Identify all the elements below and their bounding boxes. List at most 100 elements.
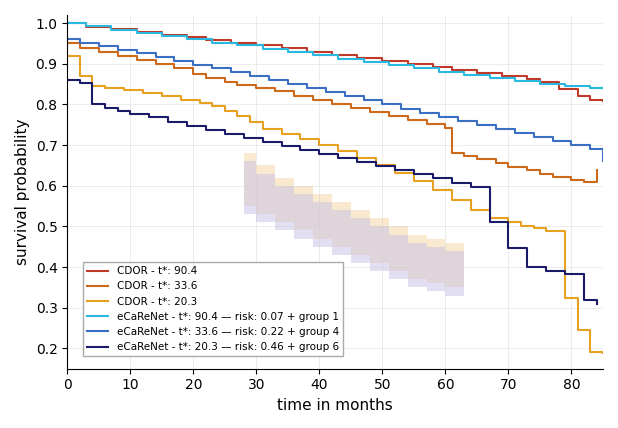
eCaReNet - t*: 33.6 — risk: 0.22 + group 4: (80, 0.7): 33.6 — risk: 0.22 + group 4: (80, 0.7): [568, 143, 575, 148]
CDOR - t*: 90.4: (69, 0.87): 90.4: (69, 0.87): [499, 74, 506, 79]
CDOR - t*: 20.3: (43, 0.685): 20.3: (43, 0.685): [334, 149, 342, 154]
CDOR - t*: 33.6: (73, 0.638): 33.6: (73, 0.638): [523, 168, 531, 173]
eCaReNet - t*: 20.3 — risk: 0.46 + group 6: (79, 0.382): 20.3 — risk: 0.46 + group 6: (79, 0.382): [562, 272, 569, 277]
CDOR - t*: 33.6: (48, 0.782): 33.6: (48, 0.782): [366, 109, 373, 114]
eCaReNet - t*: 90.4 — risk: 0.07 + group 1: (63, 0.873): 90.4 — risk: 0.07 + group 1: (63, 0.873): [460, 72, 468, 77]
CDOR - t*: 90.4: (46, 0.915): 90.4: (46, 0.915): [353, 55, 361, 60]
CDOR - t*: 20.3: (40, 0.7): 20.3: (40, 0.7): [316, 143, 323, 148]
CDOR - t*: 33.6: (33, 0.832): 33.6: (33, 0.832): [271, 89, 279, 94]
CDOR - t*: 90.4: (73, 0.862): 90.4: (73, 0.862): [523, 77, 531, 82]
CDOR - t*: 90.4: (30, 0.945): 90.4: (30, 0.945): [253, 43, 260, 48]
CDOR - t*: 90.4: (11, 0.978): 90.4: (11, 0.978): [133, 30, 140, 35]
CDOR - t*: 20.3: (0, 0.92): 20.3: (0, 0.92): [64, 53, 71, 58]
CDOR - t*: 20.3: (29, 0.758): 20.3: (29, 0.758): [247, 119, 254, 124]
eCaReNet - t*: 33.6 — risk: 0.22 + group 4: (32, 0.86): 33.6 — risk: 0.22 + group 4: (32, 0.86): [265, 77, 273, 83]
CDOR - t*: 33.6: (42, 0.802): 33.6: (42, 0.802): [328, 101, 336, 106]
CDOR - t*: 20.3: (85, 0.188): 20.3: (85, 0.188): [599, 351, 607, 356]
Line: eCaReNet - t*: 90.4 — risk: 0.07 + group 1: eCaReNet - t*: 90.4 — risk: 0.07 + group…: [67, 23, 603, 88]
CDOR - t*: 33.6: (57, 0.752): 33.6: (57, 0.752): [423, 122, 430, 127]
eCaReNet - t*: 90.4 — risk: 0.07 + group 1: (27, 0.945): 90.4 — risk: 0.07 + group 1: (27, 0.945): [234, 43, 241, 48]
eCaReNet - t*: 33.6 — risk: 0.22 + group 4: (47, 0.81): 33.6 — risk: 0.22 + group 4: (47, 0.81): [360, 98, 367, 103]
eCaReNet - t*: 20.3 — risk: 0.46 + group 6: (52, 0.638): 20.3 — risk: 0.46 + group 6: (52, 0.638): [391, 168, 399, 173]
CDOR - t*: 90.4: (3, 0.99): 90.4: (3, 0.99): [82, 25, 90, 30]
eCaReNet - t*: 20.3 — risk: 0.46 + group 6: (46, 0.658): 20.3 — risk: 0.46 + group 6: (46, 0.658): [353, 160, 361, 165]
CDOR - t*: 33.6: (75, 0.63): 33.6: (75, 0.63): [536, 171, 544, 176]
CDOR - t*: 20.3: (25, 0.785): 20.3: (25, 0.785): [221, 108, 229, 113]
CDOR - t*: 90.4: (50, 0.907): 90.4: (50, 0.907): [379, 58, 386, 63]
eCaReNet - t*: 90.4 — risk: 0.07 + group 1: (67, 0.865): 90.4 — risk: 0.07 + group 1: (67, 0.865): [486, 75, 493, 80]
eCaReNet - t*: 20.3 — risk: 0.46 + group 6: (19, 0.748): 20.3 — risk: 0.46 + group 6: (19, 0.748): [184, 123, 191, 128]
CDOR - t*: 20.3: (67, 0.52): 20.3: (67, 0.52): [486, 216, 493, 221]
CDOR - t*: 33.6: (27, 0.848): 33.6: (27, 0.848): [234, 82, 241, 87]
CDOR - t*: 20.3: (37, 0.715): 20.3: (37, 0.715): [297, 137, 304, 142]
eCaReNet - t*: 20.3 — risk: 0.46 + group 6: (13, 0.768): 20.3 — risk: 0.46 + group 6: (13, 0.768): [145, 115, 153, 120]
CDOR - t*: 90.4: (42, 0.922): 90.4: (42, 0.922): [328, 52, 336, 57]
Line: eCaReNet - t*: 20.3 — risk: 0.46 + group 6: eCaReNet - t*: 20.3 — risk: 0.46 + group…: [67, 80, 597, 304]
CDOR - t*: 33.6: (0, 0.95): 33.6: (0, 0.95): [64, 41, 71, 46]
eCaReNet - t*: 20.3 — risk: 0.46 + group 6: (40, 0.678): 20.3 — risk: 0.46 + group 6: (40, 0.678): [316, 152, 323, 157]
CDOR - t*: 20.3: (83, 0.19): 20.3: (83, 0.19): [586, 350, 594, 355]
CDOR - t*: 20.3: (70, 0.51): 20.3: (70, 0.51): [505, 220, 512, 225]
CDOR - t*: 90.4: (0, 1): 90.4: (0, 1): [64, 21, 71, 26]
Line: CDOR - t*: 20.3: CDOR - t*: 20.3: [67, 56, 603, 353]
eCaReNet - t*: 33.6 — risk: 0.22 + group 4: (74, 0.72): 33.6 — risk: 0.22 + group 4: (74, 0.72): [530, 134, 538, 140]
eCaReNet - t*: 33.6 — risk: 0.22 + group 4: (41, 0.83): 33.6 — risk: 0.22 + group 4: (41, 0.83): [322, 90, 329, 95]
CDOR - t*: 20.3: (21, 0.804): 20.3: (21, 0.804): [196, 100, 203, 105]
eCaReNet - t*: 20.3 — risk: 0.46 + group 6: (43, 0.668): 20.3 — risk: 0.46 + group 6: (43, 0.668): [334, 155, 342, 160]
eCaReNet - t*: 33.6 — risk: 0.22 + group 4: (85, 0.66): 33.6 — risk: 0.22 + group 4: (85, 0.66): [599, 159, 607, 164]
eCaReNet - t*: 90.4 — risk: 0.07 + group 1: (11, 0.976): 90.4 — risk: 0.07 + group 1: (11, 0.976): [133, 30, 140, 36]
eCaReNet - t*: 20.3 — risk: 0.46 + group 6: (84, 0.31): 20.3 — risk: 0.46 + group 6: (84, 0.31): [593, 301, 601, 306]
Legend: CDOR - t*: 90.4, CDOR - t*: 33.6, CDOR - t*: 20.3, eCaReNet - t*: 90.4 — risk: 0: CDOR - t*: 90.4, CDOR - t*: 33.6, CDOR -…: [83, 262, 343, 357]
eCaReNet - t*: 33.6 — risk: 0.22 + group 4: (23, 0.889): 33.6 — risk: 0.22 + group 4: (23, 0.889): [208, 65, 216, 71]
eCaReNet - t*: 33.6 — risk: 0.22 + group 4: (35, 0.85): 33.6 — risk: 0.22 + group 4: (35, 0.85): [284, 82, 292, 87]
eCaReNet - t*: 33.6 — risk: 0.22 + group 4: (56, 0.78): 33.6 — risk: 0.22 + group 4: (56, 0.78): [417, 110, 424, 115]
Line: CDOR - t*: 33.6: CDOR - t*: 33.6: [67, 44, 597, 182]
CDOR - t*: 33.6: (45, 0.792): 33.6: (45, 0.792): [347, 105, 355, 110]
CDOR - t*: 20.3: (23, 0.796): 20.3: (23, 0.796): [208, 104, 216, 109]
CDOR - t*: 90.4: (75, 0.855): 90.4: (75, 0.855): [536, 80, 544, 85]
CDOR - t*: 20.3: (76, 0.488): 20.3: (76, 0.488): [543, 229, 550, 234]
eCaReNet - t*: 20.3 — risk: 0.46 + group 6: (0, 0.86): 20.3 — risk: 0.46 + group 6: (0, 0.86): [64, 77, 71, 83]
CDOR - t*: 20.3: (64, 0.54): 20.3: (64, 0.54): [467, 208, 475, 213]
eCaReNet - t*: 33.6 — risk: 0.22 + group 4: (77, 0.71): 33.6 — risk: 0.22 + group 4: (77, 0.71): [549, 139, 556, 144]
eCaReNet - t*: 33.6 — risk: 0.22 + group 4: (38, 0.84): 33.6 — risk: 0.22 + group 4: (38, 0.84): [303, 86, 310, 91]
eCaReNet - t*: 20.3 — risk: 0.46 + group 6: (34, 0.698): 20.3 — risk: 0.46 + group 6: (34, 0.698): [278, 143, 286, 149]
CDOR - t*: 90.4: (26, 0.952): 90.4: (26, 0.952): [227, 40, 235, 45]
eCaReNet - t*: 90.4 — risk: 0.07 + group 1: (85, 0.84): 90.4 — risk: 0.07 + group 1: (85, 0.84): [599, 86, 607, 91]
CDOR - t*: 90.4: (85, 0.808): 90.4: (85, 0.808): [599, 98, 607, 104]
eCaReNet - t*: 33.6 — risk: 0.22 + group 4: (50, 0.8): 33.6 — risk: 0.22 + group 4: (50, 0.8): [379, 102, 386, 107]
eCaReNet - t*: 20.3 — risk: 0.46 + group 6: (8, 0.784): 20.3 — risk: 0.46 + group 6: (8, 0.784): [114, 108, 121, 113]
CDOR - t*: 33.6: (84, 0.638): 33.6: (84, 0.638): [593, 168, 601, 173]
eCaReNet - t*: 33.6 — risk: 0.22 + group 4: (68, 0.74): 33.6 — risk: 0.22 + group 4: (68, 0.74): [492, 126, 499, 131]
eCaReNet - t*: 20.3 — risk: 0.46 + group 6: (4, 0.8): 20.3 — risk: 0.46 + group 6: (4, 0.8): [89, 102, 96, 107]
CDOR - t*: 33.6: (61, 0.68): 33.6: (61, 0.68): [448, 151, 455, 156]
CDOR - t*: 33.6: (68, 0.655): 33.6: (68, 0.655): [492, 161, 499, 166]
eCaReNet - t*: 90.4 — risk: 0.07 + group 1: (19, 0.96): 90.4 — risk: 0.07 + group 1: (19, 0.96): [184, 37, 191, 42]
Y-axis label: survival probability: survival probability: [15, 119, 30, 265]
CDOR - t*: 33.6: (5, 0.93): 33.6: (5, 0.93): [95, 49, 103, 54]
CDOR - t*: 33.6: (14, 0.9): 33.6: (14, 0.9): [152, 61, 159, 66]
eCaReNet - t*: 90.4 — risk: 0.07 + group 1: (59, 0.881): 90.4 — risk: 0.07 + group 1: (59, 0.881): [436, 69, 443, 74]
eCaReNet - t*: 20.3 — risk: 0.46 + group 6: (70, 0.448): 20.3 — risk: 0.46 + group 6: (70, 0.448): [505, 245, 512, 250]
eCaReNet - t*: 33.6 — risk: 0.22 + group 4: (83, 0.69): 33.6 — risk: 0.22 + group 4: (83, 0.69): [586, 147, 594, 152]
CDOR - t*: 20.3: (46, 0.668): 20.3: (46, 0.668): [353, 155, 361, 160]
eCaReNet - t*: 90.4 — risk: 0.07 + group 1: (47, 0.905): 90.4 — risk: 0.07 + group 1: (47, 0.905): [360, 59, 367, 64]
eCaReNet - t*: 20.3 — risk: 0.46 + group 6: (64, 0.598): 20.3 — risk: 0.46 + group 6: (64, 0.598): [467, 184, 475, 189]
CDOR - t*: 33.6: (8, 0.92): 33.6: (8, 0.92): [114, 53, 121, 58]
CDOR - t*: 90.4: (19, 0.965): 90.4: (19, 0.965): [184, 35, 191, 40]
eCaReNet - t*: 33.6 — risk: 0.22 + group 4: (59, 0.77): 33.6 — risk: 0.22 + group 4: (59, 0.77): [436, 114, 443, 119]
CDOR - t*: 90.4: (83, 0.81): 90.4: (83, 0.81): [586, 98, 594, 103]
CDOR - t*: 33.6: (65, 0.665): 33.6: (65, 0.665): [473, 157, 481, 162]
CDOR - t*: 33.6: (30, 0.84): 33.6: (30, 0.84): [253, 86, 260, 91]
CDOR - t*: 90.4: (81, 0.822): 90.4: (81, 0.822): [574, 93, 582, 98]
CDOR - t*: 20.3: (4, 0.845): 20.3: (4, 0.845): [89, 83, 96, 89]
eCaReNet - t*: 33.6 — risk: 0.22 + group 4: (62, 0.76): 33.6 — risk: 0.22 + group 4: (62, 0.76): [454, 118, 462, 123]
CDOR - t*: 20.3: (12, 0.828): 20.3: (12, 0.828): [139, 90, 146, 95]
eCaReNet - t*: 33.6 — risk: 0.22 + group 4: (71, 0.73): 33.6 — risk: 0.22 + group 4: (71, 0.73): [511, 131, 519, 136]
eCaReNet - t*: 33.6 — risk: 0.22 + group 4: (20, 0.898): 33.6 — risk: 0.22 + group 4: (20, 0.898): [190, 62, 197, 67]
CDOR - t*: 20.3: (55, 0.612): 20.3: (55, 0.612): [410, 178, 418, 184]
eCaReNet - t*: 20.3 — risk: 0.46 + group 6: (6, 0.792): 20.3 — risk: 0.46 + group 6: (6, 0.792): [101, 105, 109, 110]
eCaReNet - t*: 33.6 — risk: 0.22 + group 4: (2, 0.952): 33.6 — risk: 0.22 + group 4: (2, 0.952): [76, 40, 83, 45]
CDOR - t*: 20.3: (61, 0.565): 20.3: (61, 0.565): [448, 197, 455, 202]
CDOR - t*: 20.3: (15, 0.82): 20.3: (15, 0.82): [158, 94, 166, 99]
